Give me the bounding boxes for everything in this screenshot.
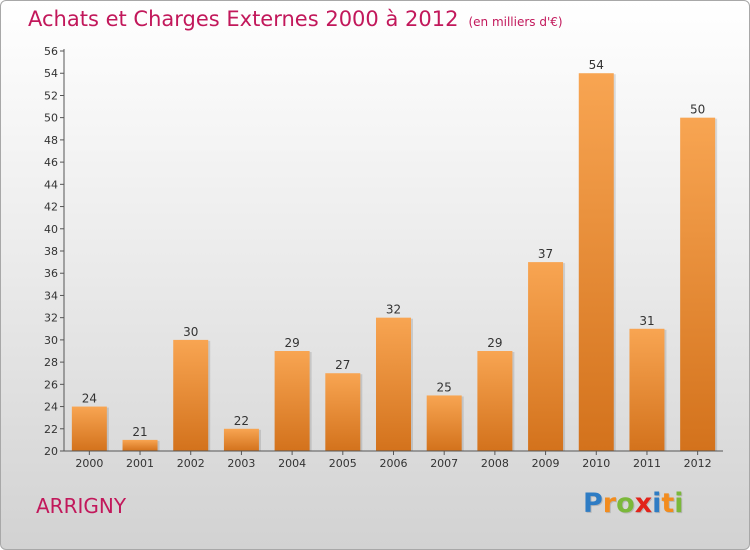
y-tick-label: 28 [44,356,58,369]
y-tick-label: 36 [44,267,58,280]
y-tick-label: 30 [44,334,58,347]
bar-2000 [71,406,107,451]
x-axis: 2000 2001 2002 2003 2004 2005 2006 2007 2008 2009… [64,450,723,470]
y-tick-label: 46 [44,156,58,169]
y-tick-label: 50 [44,112,58,125]
x-tick-label: 2010 [582,457,610,470]
bar-2008 [477,351,513,451]
chart-title: Achats et Charges Externes 2000 à 2012 (e… [28,7,563,31]
bar-value-label: 50 [690,103,705,117]
y-tick-label: 56 [44,45,58,58]
bar-value-label: 21 [132,425,147,439]
bar-value-label: 54 [589,58,604,72]
bar-value-label: 29 [487,336,502,350]
bar-value-label: 27 [335,358,350,372]
x-tick-label: 2007 [430,457,458,470]
y-tick-label: 42 [44,201,58,214]
y-tick-label: 34 [44,289,58,302]
x-tick-label: 2006 [380,457,408,470]
bar-value-label: 32 [386,303,401,317]
bar-value-label: 24 [82,392,97,406]
bar-2009 [528,262,564,451]
bar-2004 [274,351,310,451]
y-tick-label: 24 [44,401,58,414]
bars: 24 21 30 22 29 27 32 25 29 37 54 31 50 [71,58,718,452]
proxiti-logo: Proxiti [583,488,684,519]
y-tick-label: 20 [44,445,58,458]
x-tick-label: 2008 [481,457,509,470]
x-tick-label: 2002 [177,457,205,470]
y-tick-label: 44 [44,178,58,191]
bar-value-label: 29 [284,336,299,350]
y-tick-label: 26 [44,378,58,391]
x-tick-label: 2005 [329,457,357,470]
logo-letter: r [602,488,617,519]
bar-2010 [578,73,614,451]
x-tick-label: 2009 [532,457,560,470]
y-tick-label: 54 [44,67,58,80]
bar-value-label: 22 [234,414,249,428]
bar-2007 [426,395,462,451]
x-tick-label: 2003 [227,457,255,470]
y-tick-label: 22 [44,423,58,436]
chart-title-text: Achats et Charges Externes 2000 à 2012 [28,7,459,31]
bar-value-label: 25 [437,380,452,394]
logo-letter: P [583,488,603,519]
bar-2005 [325,373,361,451]
bar-2001 [122,439,158,451]
bar-value-label: 37 [538,247,553,261]
bar-value-label: 31 [639,314,654,328]
bar-2012 [680,117,716,452]
logo-letter: x [634,488,653,519]
bar-2003 [223,428,259,451]
bar-2006 [376,317,411,451]
x-tick-label: 2000 [75,457,103,470]
x-tick-label: 2004 [278,457,306,470]
logo-letter: t [661,488,675,519]
y-tick-label: 32 [44,312,58,325]
x-tick-label: 2001 [126,457,154,470]
x-tick-label: 2012 [684,457,712,470]
bar-value-label: 30 [183,325,198,339]
chart-unit: (en milliers d'€) [468,15,563,29]
y-tick-label: 52 [44,89,58,102]
commune-name: ARRIGNY [36,494,127,518]
bar-2011 [629,328,665,451]
y-tick-label: 48 [44,134,58,147]
logo-letter: i [674,488,684,519]
bar-2002 [173,339,209,451]
y-tick-label: 40 [44,223,58,236]
y-tick-label: 38 [44,245,58,258]
logo-letter: o [616,488,635,519]
y-axis: 20 22 24 26 28 30 32 34 36 38 40 42 44 46 48 50 52 54 56 [44,45,65,458]
logo-letter: i [652,488,662,519]
x-tick-label: 2011 [633,457,661,470]
